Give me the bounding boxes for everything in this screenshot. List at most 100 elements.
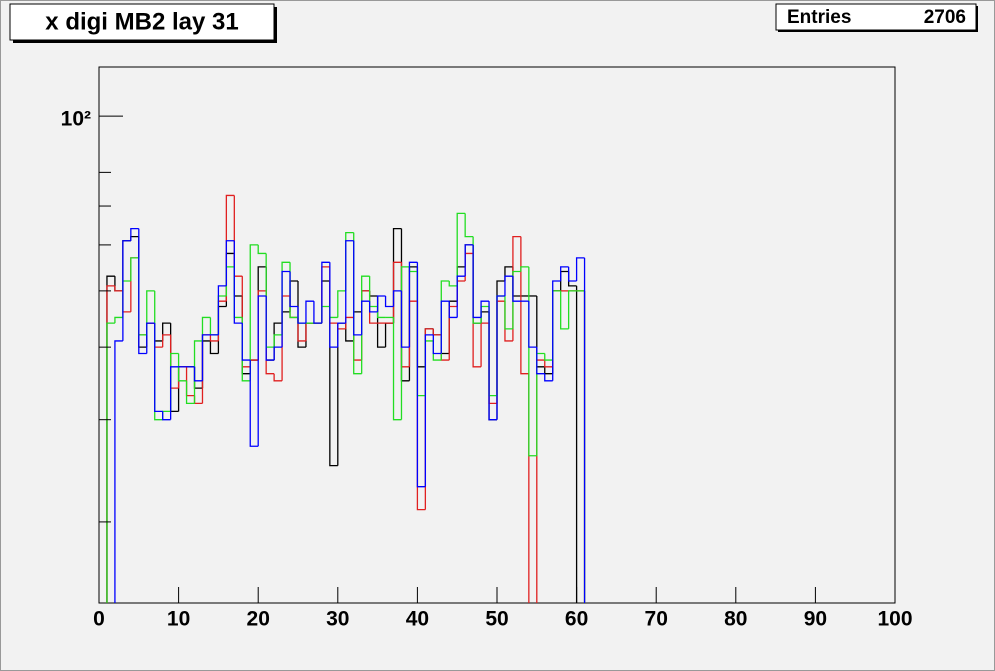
histogram-bin (567, 266, 577, 282)
histogram-bin (520, 266, 529, 272)
histogram-bin (552, 280, 561, 381)
histogram-bin (384, 295, 394, 308)
histogram-bin (376, 295, 386, 312)
histogram-bin (138, 228, 147, 355)
histogram-bin (329, 262, 338, 348)
histogram-bin (400, 266, 410, 420)
histogram-bin (122, 240, 131, 341)
histogram-bin (185, 380, 195, 405)
x-tick-label: 40 (406, 608, 429, 631)
histogram-bin (504, 295, 513, 330)
histogram-bin (201, 316, 211, 341)
histogram-bin (496, 295, 505, 420)
histogram-bin (456, 212, 466, 286)
histogram-bin (169, 366, 179, 420)
histogram-bin (560, 266, 569, 281)
histogram-bin (249, 244, 259, 381)
chart-title: x digi MB2 lay 31 (45, 8, 238, 35)
histogram-bin (575, 257, 585, 281)
stats-value: 2706 (924, 7, 966, 28)
x-tick-label: 30 (326, 608, 349, 631)
x-tick-label: 10 (167, 608, 190, 631)
histogram-bin (146, 322, 155, 354)
x-tick-label: 0 (93, 608, 105, 631)
histogram-bin (281, 270, 291, 348)
histogram-bin (392, 290, 402, 307)
histogram-bin (273, 334, 283, 348)
histogram-bin (353, 240, 362, 336)
histogram-bin (193, 340, 203, 404)
histogram-bin (162, 334, 171, 348)
x-tick-label: 50 (485, 608, 508, 631)
histogram-bin (257, 244, 267, 255)
histogram-bin (520, 236, 529, 375)
x-tick-label: 60 (565, 608, 588, 631)
histogram-bin (464, 213, 474, 238)
histogram-bin (448, 301, 458, 319)
histogram-bin (337, 290, 346, 318)
histogram-bin (209, 340, 219, 355)
histogram-bin (472, 244, 482, 319)
histogram-bin (297, 317, 306, 342)
x-tick-label: 80 (724, 608, 747, 631)
histogram-bin (560, 290, 569, 330)
histogram-bin (392, 317, 402, 421)
histogram-bin (321, 261, 330, 324)
histogram-bin (217, 285, 227, 335)
y-tick-label: 10² (61, 108, 91, 131)
histogram-bin (162, 411, 171, 421)
histogram-bin (225, 240, 235, 286)
histogram-bin (567, 290, 577, 329)
histogram-bin (273, 373, 283, 382)
x-tick-label: 90 (804, 608, 827, 631)
histogram-bin (536, 347, 545, 375)
x-tick-label: 100 (877, 608, 912, 631)
histogram-bin (297, 306, 306, 324)
histogram-bin (504, 275, 513, 296)
axes: 0 10 20 30 40 50 60 70 80 90 100 10² (61, 108, 913, 631)
histogram-bin (512, 276, 521, 302)
histogram-bin (337, 322, 346, 348)
histogram-bin (424, 334, 434, 487)
histogram-bin (528, 301, 537, 348)
histogram-bin (106, 322, 115, 603)
histogram-bin (544, 353, 553, 361)
histogram-bin (201, 334, 211, 381)
histogram-bin (177, 353, 187, 382)
histogram-bin (440, 300, 450, 354)
histogram-bin (361, 300, 370, 335)
histogram-bin (130, 257, 139, 281)
histogram-series (114, 227, 586, 603)
histogram-bin (146, 290, 155, 335)
x-tick-label: 20 (247, 608, 270, 631)
histogram-bin (512, 270, 521, 329)
histogram-bin (400, 290, 410, 348)
histogram-bin (488, 301, 497, 421)
histogram-bin (464, 244, 474, 277)
histogram-bin (233, 240, 243, 324)
histogram-bin (241, 323, 251, 361)
histogram-bin (193, 366, 203, 382)
stats-label: Entries (787, 7, 851, 28)
histogram-bin (154, 323, 163, 413)
histogram-bin (209, 334, 219, 342)
histogram-bin (313, 301, 322, 324)
histogram-bin (544, 360, 553, 368)
histogram-bin (575, 285, 578, 603)
histogram-bin (289, 271, 298, 308)
histogram-bin (114, 285, 123, 292)
title-box (9, 3, 275, 41)
histogram-bin (273, 346, 283, 361)
histogram-bin (130, 227, 139, 241)
histogram-bin (416, 262, 426, 488)
stats-box (775, 3, 977, 31)
histogram-bin (345, 240, 354, 324)
histogram-bin (368, 301, 378, 313)
histogram-bin (480, 300, 490, 318)
histogram-bin (297, 280, 306, 348)
histogram-bin (432, 334, 442, 355)
histogram-bin (448, 280, 458, 287)
histogram-bin (456, 275, 466, 318)
histogram-bin (114, 316, 123, 324)
